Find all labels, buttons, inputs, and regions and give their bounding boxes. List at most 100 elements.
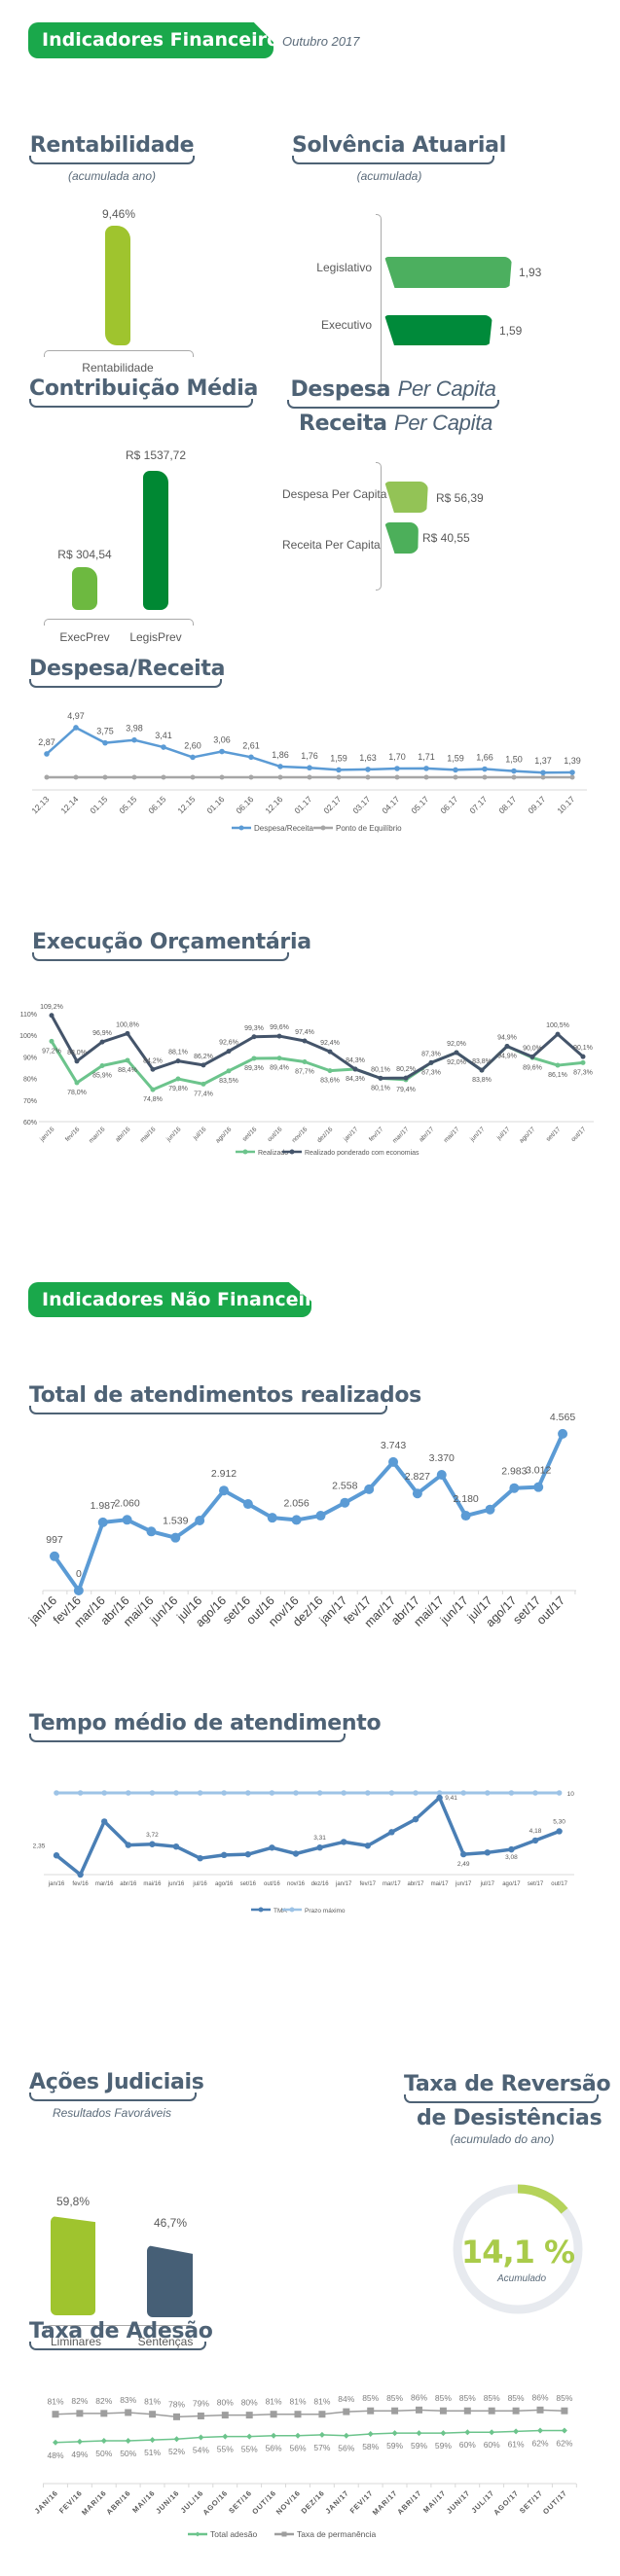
data-label: 2.827: [405, 1471, 430, 1483]
contribuicao-value-legisprev: R$ 1537,72: [125, 448, 187, 462]
data-point: [125, 1842, 131, 1848]
data-label: 92,4%: [320, 1040, 340, 1047]
taxa-adesao-title: Taxa de Adesão: [29, 2319, 213, 2350]
data-label: 96,9%: [92, 1030, 112, 1037]
data-label: 3,41: [155, 731, 172, 740]
data-label: 2,87: [38, 737, 55, 747]
title-italic: Per Capita: [394, 411, 492, 435]
data-point: [170, 1532, 181, 1543]
data-point: [412, 1815, 419, 1823]
data-point: [307, 774, 312, 780]
data-label: 62%: [556, 2438, 572, 2448]
data-point: [318, 2411, 326, 2418]
legend-marker: [242, 1149, 248, 1155]
y-tick-label: 110%: [20, 1012, 37, 1019]
acoes-value-liminares: 59,8%: [55, 2195, 91, 2208]
series-line: [55, 1796, 561, 1877]
acoes-label-sentencas: Sentenças: [137, 2335, 194, 2348]
data-point: [248, 774, 254, 780]
x-tick-label: mai/16: [143, 1881, 162, 1887]
data-point: [540, 769, 546, 776]
data-point: [416, 2406, 422, 2414]
data-point: [513, 2428, 520, 2435]
data-point: [423, 766, 429, 771]
y-tick-label: 90%: [23, 1055, 37, 1061]
data-label: 92,0%: [447, 1059, 466, 1066]
data-point: [485, 1504, 495, 1515]
data-point: [536, 2406, 544, 2414]
x-tick-label: set/16: [240, 1881, 257, 1887]
data-point: [53, 2439, 58, 2446]
data-label: 81%: [266, 2397, 282, 2407]
data-label: 92,6%: [219, 1040, 238, 1047]
x-tick-label: 01.15: [88, 794, 109, 815]
x-tick-label: mai/17: [443, 1126, 461, 1144]
data-label: 1,37: [534, 756, 552, 766]
data-point: [416, 2430, 422, 2437]
x-tick-label: 12.13: [29, 794, 51, 815]
data-point: [388, 1829, 395, 1836]
data-label: 56%: [338, 2444, 354, 2453]
x-tick-label: 05.17: [409, 794, 430, 815]
data-label: 60%: [484, 2440, 500, 2450]
data-point: [512, 2407, 520, 2415]
data-label: 83,8%: [472, 1058, 492, 1065]
x-tick-label: set/17: [528, 1881, 544, 1887]
data-point: [150, 1087, 156, 1092]
data-point: [222, 2433, 229, 2440]
data-label: 74,8%: [143, 1096, 163, 1103]
series-line: [50, 1015, 584, 1080]
total-atendimentos-title: Total de atendimentos realizados: [29, 1383, 421, 1414]
legend-label: Ponto de Equilíbrio: [336, 824, 402, 833]
data-point: [267, 1513, 277, 1523]
data-label: 51%: [144, 2448, 161, 2457]
x-tick-label: 06.15: [146, 794, 167, 815]
data-point: [412, 1488, 422, 1499]
taxa-reversao-value: 14,1 %: [460, 2234, 575, 2271]
data-point: [277, 774, 283, 780]
data-point: [77, 1871, 84, 1878]
data-point: [556, 1828, 563, 1835]
data-label: 80%: [241, 2398, 258, 2408]
receita-per-capita-title: Receita Per Capita: [299, 411, 492, 437]
data-label: 2,49: [457, 1861, 470, 1868]
data-label: 10: [567, 1791, 575, 1798]
data-point: [336, 767, 342, 773]
x-tick-label: abr/17: [418, 1126, 435, 1143]
data-point: [161, 744, 166, 750]
data-point: [367, 2430, 374, 2437]
per-capita-label-despesa: Despesa Per Capita: [282, 487, 387, 501]
data-label: 997: [46, 1534, 63, 1546]
data-point: [44, 751, 50, 757]
data-point: [245, 1790, 251, 1796]
x-tick-label: ABR/16: [104, 2488, 132, 2517]
section-banner-nao-financeiros: Indicadores Não Financeiros: [28, 1282, 311, 1317]
x-tick-label: ago/16: [214, 1126, 233, 1144]
data-point: [423, 774, 429, 780]
data-label: 84,3%: [346, 1076, 365, 1083]
x-tick-label: jun/17: [437, 1593, 471, 1628]
x-tick-label: JAN/16: [33, 2488, 60, 2516]
contribuicao-label-execprev: ExecPrev: [59, 630, 110, 644]
data-label: 89,3%: [244, 1065, 264, 1072]
data-point: [149, 2437, 156, 2444]
data-point: [149, 1841, 156, 1847]
x-tick-label: 09.17: [526, 794, 547, 815]
data-label: 85%: [362, 2393, 379, 2403]
x-tick-label: abr/16: [120, 1881, 137, 1887]
data-label: 94,9%: [497, 1054, 517, 1060]
data-point: [460, 1850, 467, 1858]
x-tick-label: AGO/16: [201, 2488, 230, 2517]
x-tick-label: 05.15: [117, 794, 138, 815]
data-label: 54%: [193, 2445, 209, 2454]
series-line: [55, 2409, 565, 2418]
data-label: 3,75: [96, 727, 114, 736]
x-tick-label: ago/17: [518, 1126, 536, 1144]
axis-bracket: [44, 350, 194, 357]
data-point: [73, 725, 79, 731]
x-tick-label: out/16: [267, 1126, 284, 1143]
data-point: [99, 1063, 105, 1069]
data-point: [173, 2436, 180, 2443]
data-point: [245, 2412, 253, 2419]
data-label: 85%: [556, 2393, 572, 2403]
